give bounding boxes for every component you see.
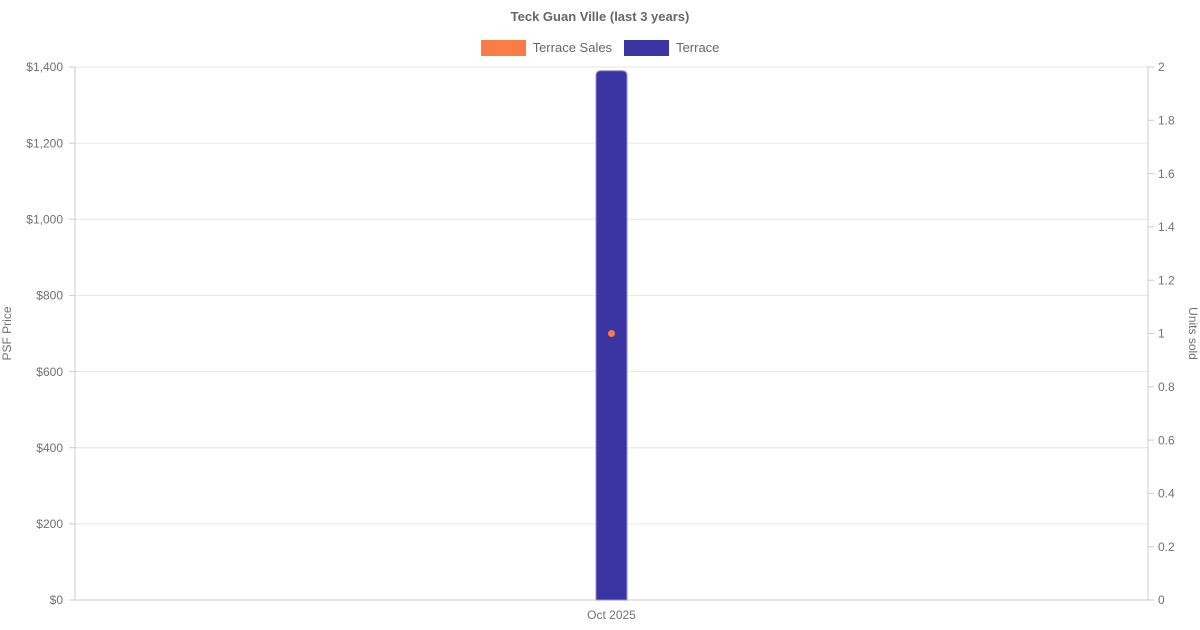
- right-axis-tick-label: 2: [1158, 60, 1165, 74]
- legend-swatch-terrace: [624, 40, 670, 56]
- x-axis-tick-label: Oct 2025: [587, 608, 636, 622]
- right-axis-tick-label: 1.4: [1158, 220, 1175, 234]
- left-axis-title: PSF Price: [0, 306, 14, 360]
- left-axis-tick-label: $1,000: [26, 212, 63, 226]
- right-axis-tick-label: 0.2: [1158, 540, 1175, 554]
- left-axis-tick-label: $800: [36, 289, 63, 303]
- point-terrace-sales[interactable]: [608, 330, 615, 337]
- left-axis-tick-label: $1,200: [26, 136, 63, 150]
- legend-item-terrace-sales[interactable]: Terrace Sales: [480, 40, 613, 56]
- right-axis-title: Units sold: [1186, 307, 1200, 360]
- right-axis-tick-label: 1.2: [1158, 273, 1175, 287]
- legend-label: Terrace: [676, 40, 720, 55]
- left-axis-tick-label: $1,400: [26, 60, 63, 74]
- left-axis-tick-label: $0: [50, 593, 64, 607]
- left-axis-tick-label: $400: [36, 441, 63, 455]
- legend-label: Terrace Sales: [532, 40, 613, 55]
- right-axis-tick-label: 1.6: [1158, 167, 1175, 181]
- right-axis-tick-label: 0: [1158, 593, 1165, 607]
- chart-title: Teck Guan Ville (last 3 years): [510, 9, 690, 24]
- legend-item-terrace[interactable]: Terrace: [624, 40, 719, 56]
- right-axis-tick-label: 1.8: [1158, 114, 1175, 128]
- right-axis-tick-label: 0.6: [1158, 433, 1175, 447]
- left-axis-tick-label: $600: [36, 365, 63, 379]
- right-axis-tick-label: 1: [1158, 327, 1165, 341]
- right-axis-tick-label: 0.8: [1158, 380, 1175, 394]
- left-axis-tick-label: $200: [36, 517, 63, 531]
- legend-swatch-terrace-sales: [480, 40, 526, 56]
- right-axis-tick-label: 0.4: [1158, 487, 1175, 501]
- chart-legend: Terrace Sales Terrace: [0, 40, 1200, 56]
